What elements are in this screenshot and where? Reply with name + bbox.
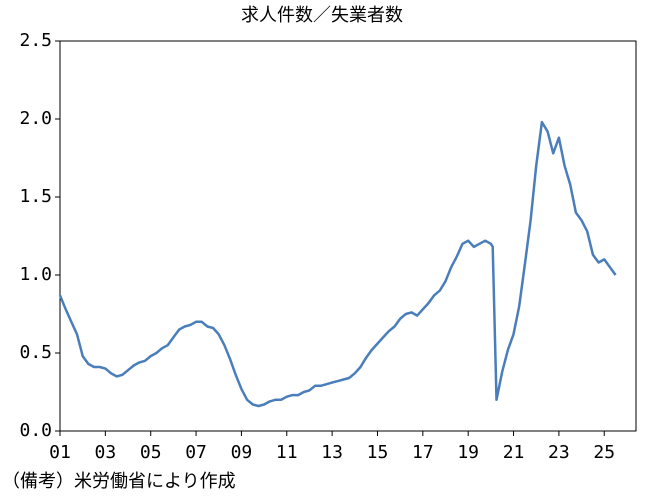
x-tick-label: 03 bbox=[95, 442, 117, 463]
x-tick-label: 21 bbox=[503, 442, 525, 463]
x-tick-label: 05 bbox=[140, 442, 162, 463]
y-tick-label: 2.0 bbox=[19, 108, 52, 129]
x-tick-label: 23 bbox=[548, 442, 570, 463]
chart-note: （備考）米労働省により作成 bbox=[2, 471, 236, 492]
y-tick-label: 1.5 bbox=[19, 186, 52, 207]
y-tick-label: 0.5 bbox=[19, 342, 52, 363]
x-tick-label: 15 bbox=[367, 442, 389, 463]
x-tick-label: 09 bbox=[231, 442, 253, 463]
x-tick-label: 01 bbox=[49, 442, 71, 463]
x-tick-label: 11 bbox=[276, 442, 298, 463]
chart-title: 求人件数／失業者数 bbox=[241, 5, 403, 26]
x-tick-label: 19 bbox=[457, 442, 479, 463]
x-tick-label: 25 bbox=[593, 442, 615, 463]
x-tick-label: 07 bbox=[185, 442, 207, 463]
x-tick-label: 17 bbox=[412, 442, 434, 463]
y-tick-label: 0.0 bbox=[19, 420, 52, 441]
plot-frame bbox=[59, 40, 637, 432]
x-tick-label: 13 bbox=[321, 442, 343, 463]
y-tick-label: 2.5 bbox=[19, 30, 52, 51]
y-tick-label: 1.0 bbox=[19, 264, 52, 285]
line-series bbox=[58, 120, 617, 408]
